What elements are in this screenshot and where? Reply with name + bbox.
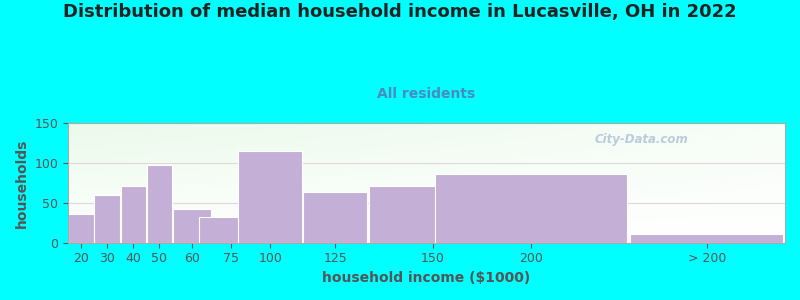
Bar [121,186,146,243]
Text: Distribution of median household income in Lucasville, OH in 2022: Distribution of median household income … [63,3,737,21]
Text: City-Data.com: City-Data.com [594,133,689,146]
Bar [303,192,367,243]
Bar [173,209,211,243]
Bar [238,151,302,243]
Bar [630,234,783,243]
Bar [199,217,263,243]
Bar [94,195,120,243]
Y-axis label: households: households [15,138,29,227]
Bar [146,164,172,243]
Title: All residents: All residents [378,87,476,101]
X-axis label: household income ($1000): household income ($1000) [322,271,530,285]
Bar [435,174,626,243]
Bar [69,214,94,243]
Bar [370,186,497,243]
